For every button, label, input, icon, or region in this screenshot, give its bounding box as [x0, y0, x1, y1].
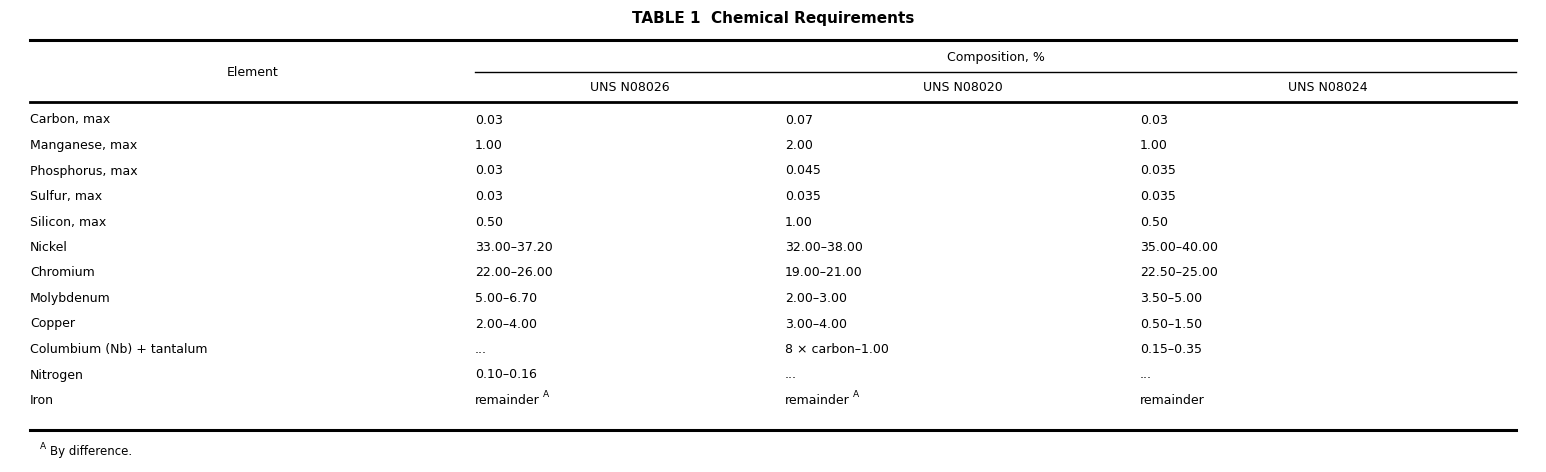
Text: 0.03: 0.03: [475, 165, 502, 177]
Text: A: A: [40, 442, 46, 451]
Text: Phosphorus, max: Phosphorus, max: [29, 165, 138, 177]
Text: 1.00: 1.00: [475, 139, 502, 152]
Text: 0.10–0.16: 0.10–0.16: [475, 369, 536, 381]
Text: 0.15–0.35: 0.15–0.35: [1139, 343, 1201, 356]
Text: Copper: Copper: [29, 318, 76, 330]
Text: 35.00–40.00: 35.00–40.00: [1139, 241, 1218, 254]
Text: 5.00–6.70: 5.00–6.70: [475, 292, 536, 305]
Text: UNS N08020: UNS N08020: [923, 81, 1002, 93]
Text: 2.00: 2.00: [785, 139, 813, 152]
Text: remainder: remainder: [1139, 394, 1204, 407]
Text: 32.00–38.00: 32.00–38.00: [785, 241, 863, 254]
Text: Columbium (Nb) + tantalum: Columbium (Nb) + tantalum: [29, 343, 207, 356]
Text: 3.00–4.00: 3.00–4.00: [785, 318, 847, 330]
Text: ...: ...: [475, 343, 487, 356]
Text: 0.035: 0.035: [1139, 190, 1177, 203]
Text: Carbon, max: Carbon, max: [29, 113, 110, 126]
Text: A: A: [543, 390, 549, 399]
Text: UNS N08024: UNS N08024: [1288, 81, 1368, 93]
Text: 2.00–4.00: 2.00–4.00: [475, 318, 536, 330]
Text: Manganese, max: Manganese, max: [29, 139, 138, 152]
Text: By difference.: By difference.: [49, 446, 131, 458]
Text: 0.035: 0.035: [1139, 165, 1177, 177]
Text: Iron: Iron: [29, 394, 54, 407]
Text: A: A: [853, 390, 860, 399]
Text: 0.03: 0.03: [475, 113, 502, 126]
Text: Molybdenum: Molybdenum: [29, 292, 111, 305]
Text: 19.00–21.00: 19.00–21.00: [785, 267, 863, 279]
Text: 1.00: 1.00: [785, 216, 813, 228]
Text: 0.50–1.50: 0.50–1.50: [1139, 318, 1203, 330]
Text: Nitrogen: Nitrogen: [29, 369, 83, 381]
Text: Sulfur, max: Sulfur, max: [29, 190, 102, 203]
Text: ...: ...: [1139, 369, 1152, 381]
Text: 0.03: 0.03: [475, 190, 502, 203]
Text: ...: ...: [785, 369, 798, 381]
Text: 0.03: 0.03: [1139, 113, 1167, 126]
Text: 22.50–25.00: 22.50–25.00: [1139, 267, 1218, 279]
Text: 0.07: 0.07: [785, 113, 813, 126]
Text: 0.045: 0.045: [785, 165, 821, 177]
Text: 8 × carbon–1.00: 8 × carbon–1.00: [785, 343, 889, 356]
Text: 33.00–37.20: 33.00–37.20: [475, 241, 553, 254]
Text: 22.00–26.00: 22.00–26.00: [475, 267, 553, 279]
Text: TABLE 1  Chemical Requirements: TABLE 1 Chemical Requirements: [632, 10, 914, 25]
Text: 0.50: 0.50: [1139, 216, 1167, 228]
Text: 0.50: 0.50: [475, 216, 502, 228]
Text: remainder: remainder: [475, 394, 540, 407]
Text: Nickel: Nickel: [29, 241, 68, 254]
Text: Composition, %: Composition, %: [946, 51, 1045, 65]
Text: 0.035: 0.035: [785, 190, 821, 203]
Text: Chromium: Chromium: [29, 267, 94, 279]
Text: Element: Element: [227, 66, 278, 79]
Text: 2.00–3.00: 2.00–3.00: [785, 292, 847, 305]
Text: 1.00: 1.00: [1139, 139, 1167, 152]
Text: 3.50–5.00: 3.50–5.00: [1139, 292, 1203, 305]
Text: remainder: remainder: [785, 394, 850, 407]
Text: Silicon, max: Silicon, max: [29, 216, 107, 228]
Text: UNS N08026: UNS N08026: [591, 81, 669, 93]
